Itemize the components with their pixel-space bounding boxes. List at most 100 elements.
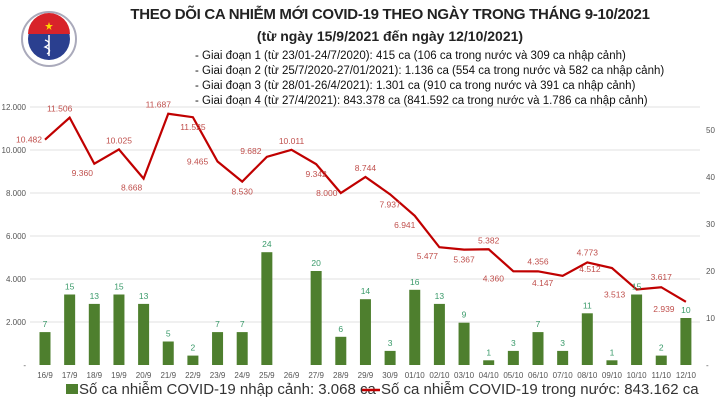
x-tick-label: 03/10 <box>454 371 475 380</box>
line-value-label: 9.682 <box>240 146 262 156</box>
bar-imported <box>458 322 470 365</box>
x-tick-label: 30/9 <box>382 371 398 380</box>
right-tick-label: 50 <box>706 126 715 135</box>
bar-imported <box>310 271 322 365</box>
line-value-label: 8.000 <box>316 188 338 198</box>
line-value-label: 9.465 <box>187 157 209 167</box>
bar-imported <box>88 303 100 365</box>
bar-value-label: 1 <box>610 347 615 357</box>
line-value-label: 10.482 <box>16 135 42 145</box>
bar-value-label: 6 <box>338 324 343 334</box>
phase-3: - Giai đoạn 3 (từ 28/01-26/4/2021): 1.30… <box>195 80 636 92</box>
phase-4: - Giai đoạn 4 (từ 27/4/2021): 843.378 ca… <box>195 95 648 107</box>
x-tick-label: 11/10 <box>652 371 672 380</box>
line-value-label: 8.744 <box>355 163 377 173</box>
bar-value-label: 15 <box>632 282 642 292</box>
bar-imported <box>557 350 569 365</box>
line-value-label: 4.773 <box>577 247 599 257</box>
bar-value-label: 3 <box>560 338 565 348</box>
x-tick-label: 18/9 <box>87 371 103 380</box>
x-tick-label: 22/9 <box>185 371 201 380</box>
x-tick-label: 28/9 <box>333 371 349 380</box>
bar-imported <box>359 299 371 365</box>
left-tick-label: 8.000 <box>6 189 27 198</box>
line-value-label: 9.360 <box>72 168 94 178</box>
line-domestic <box>44 112 687 303</box>
bar-imported <box>532 332 544 365</box>
bar-imported <box>212 332 224 365</box>
x-tick-label: 17/9 <box>62 371 78 380</box>
bar-value-label: 20 <box>311 258 321 268</box>
line-value-label: 6.941 <box>394 220 416 230</box>
x-tick-label: 29/9 <box>358 371 374 380</box>
bar-imported <box>680 318 692 365</box>
bar-value-label: 3 <box>388 338 393 348</box>
bar-value-label: 24 <box>262 239 272 249</box>
x-tick-label: 05/10 <box>503 371 524 380</box>
bar-value-label: 3 <box>511 338 516 348</box>
line-value-label: 3.513 <box>604 289 626 299</box>
bar-imported <box>138 303 150 365</box>
line-value-label: 4.512 <box>579 264 601 274</box>
bar-value-label: 15 <box>114 282 124 292</box>
line-value-label: 4.360 <box>483 273 505 283</box>
bar-value-label: 10 <box>681 305 691 315</box>
bar-imported <box>162 341 174 365</box>
bar-value-label: 16 <box>410 277 420 287</box>
x-tick-label: 01/10 <box>405 371 426 380</box>
bar-imported <box>261 252 273 365</box>
line-value-label: 11.525 <box>180 122 206 132</box>
bar-value-label: 7 <box>43 319 48 329</box>
x-tick-label: 23/9 <box>210 371 226 380</box>
x-tick-label: 04/10 <box>479 371 500 380</box>
x-tick-label: 10/10 <box>627 371 648 380</box>
bar-imported <box>631 294 643 365</box>
x-tick-label: 09/10 <box>602 371 623 380</box>
line-value-label: 4.356 <box>527 256 549 266</box>
legend-imported: Số ca nhiễm COVID-19 nhập cảnh: 3.068 ca <box>79 381 377 398</box>
bar-imported <box>507 350 519 365</box>
chart-subtitle: (từ ngày 15/9/2021 đến ngày 12/10/2021) <box>256 28 524 44</box>
x-tick-label: 19/9 <box>111 371 127 380</box>
bar-imported <box>113 294 125 365</box>
bar-imported <box>335 336 347 365</box>
bar-imported <box>39 332 51 365</box>
chart-title: THEO DÕI CA NHIỄM MỚI COVID-19 THEO NGÀY… <box>130 6 650 23</box>
bar-value-label: 5 <box>166 329 171 339</box>
line-value-label: 2.939 <box>653 304 675 314</box>
x-tick-label: 02/10 <box>429 371 450 380</box>
left-tick-label: 2.000 <box>6 318 27 327</box>
line-value-label: 5.477 <box>417 251 439 261</box>
line-value-label: 10.025 <box>106 135 132 145</box>
line-value-label: 7.937 <box>379 199 401 209</box>
bar-imported <box>236 332 248 365</box>
bar-imported <box>581 313 593 365</box>
bar-imported <box>606 360 618 365</box>
bar-value-label: 7 <box>240 319 245 329</box>
x-tick-label: 07/10 <box>553 371 574 380</box>
line-value-label: 8.530 <box>232 187 254 197</box>
x-tick-label: 25/9 <box>259 371 275 380</box>
bar-value-label: 1 <box>486 347 491 357</box>
bar-value-label: 2 <box>659 343 664 353</box>
right-tick-label: 40 <box>706 173 715 182</box>
bar-value-label: 7 <box>215 319 220 329</box>
left-tick-label: 10.000 <box>2 146 27 155</box>
x-tick-label: 12/10 <box>676 371 697 380</box>
x-tick-label: 08/10 <box>577 371 598 380</box>
x-tick-label: 20/9 <box>136 371 152 380</box>
bar-value-label: 11 <box>583 300 592 310</box>
bar-imported <box>483 360 495 365</box>
phase-1: - Giai đoạn 1 (từ 23/01-24/7/2020): 415 … <box>195 50 626 62</box>
bar-imported <box>64 294 76 365</box>
legend-domestic: Số ca nhiễm COVID-19 trong nước: 843.162… <box>381 381 699 398</box>
x-tick-label: 24/9 <box>234 371 250 380</box>
x-tick-label: 21/9 <box>160 371 176 380</box>
line-value-label: 3.617 <box>651 272 673 282</box>
right-tick-label: 30 <box>706 220 715 229</box>
ministry-of-health-logo <box>20 10 78 68</box>
bar-value-label: 13 <box>90 291 100 301</box>
right-tick-label: - <box>706 361 709 370</box>
bar-value-label: 15 <box>65 282 75 292</box>
